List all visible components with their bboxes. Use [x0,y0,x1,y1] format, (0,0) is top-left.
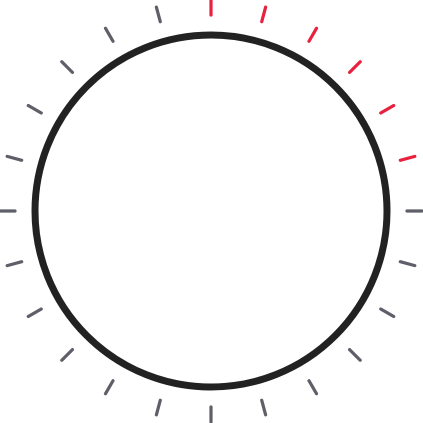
tick-mark-inactive [347,347,362,362]
tick-mark-inactive [26,103,43,115]
tick-mark-inactive [5,260,24,268]
tick-mark-inactive [60,60,75,75]
tick-mark-inactive [398,260,417,268]
tick-mark-active [260,5,268,24]
tick-mark-active [347,60,362,75]
tick-mark-inactive [307,379,319,396]
tick-mark-inactive [26,307,43,319]
tick-mark-inactive [379,307,396,319]
tick-mark-inactive [103,379,115,396]
tick-mark-inactive [260,398,268,417]
tick-mark-active [398,154,417,162]
tick-mark-inactive [5,154,24,162]
dial-ring [31,31,391,391]
tick-mark-active [379,103,396,115]
tick-mark-active [307,26,319,43]
tick-mark-inactive [60,347,75,362]
tick-mark-inactive [103,26,115,43]
tick-mark-inactive [154,5,162,24]
tick-mark-inactive [154,398,162,417]
